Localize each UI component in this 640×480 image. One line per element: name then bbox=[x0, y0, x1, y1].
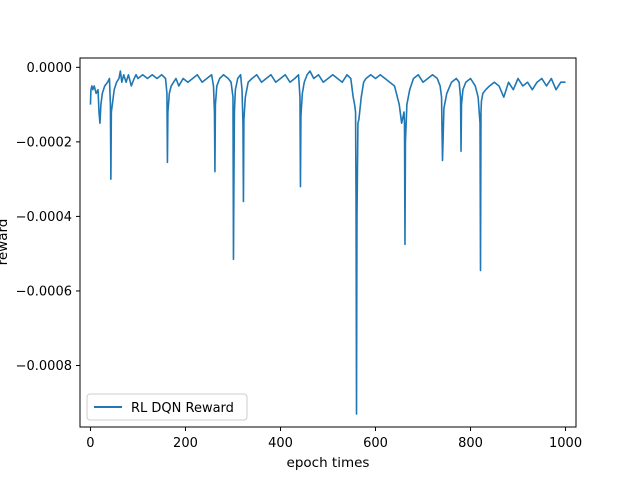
legend: RL DQN Reward bbox=[86, 393, 248, 421]
x-axis-ticks: 0 200 400 600 800 1000 bbox=[86, 427, 582, 451]
legend-box bbox=[86, 393, 248, 421]
y-tick-label: −0.0004 bbox=[16, 210, 72, 225]
y-axis-ticks: 0.0000 −0.0002 −0.0004 −0.0006 −0.0008 bbox=[16, 61, 80, 374]
y-tick-label: 0.0000 bbox=[27, 61, 73, 76]
y-tick-label: −0.0002 bbox=[16, 135, 72, 150]
x-tick-label: 400 bbox=[268, 436, 293, 451]
plot-area bbox=[80, 58, 576, 427]
x-tick-label: 600 bbox=[363, 436, 388, 451]
series-layer bbox=[89, 70, 566, 415]
plot-frame bbox=[79, 57, 577, 428]
series-line-0 bbox=[89, 70, 566, 415]
x-tick-label: 200 bbox=[173, 436, 198, 451]
y-tick-label: −0.0008 bbox=[16, 359, 72, 374]
y-tick-label: −0.0006 bbox=[16, 284, 72, 299]
y-axis-label: reward bbox=[0, 219, 11, 266]
x-axis-label: epoch times bbox=[287, 455, 370, 471]
x-tick-label: 1000 bbox=[549, 436, 582, 451]
x-tick-label: 0 bbox=[86, 436, 94, 451]
x-tick-label: 800 bbox=[458, 436, 483, 451]
legend-entry-label: RL DQN Reward bbox=[131, 401, 234, 416]
